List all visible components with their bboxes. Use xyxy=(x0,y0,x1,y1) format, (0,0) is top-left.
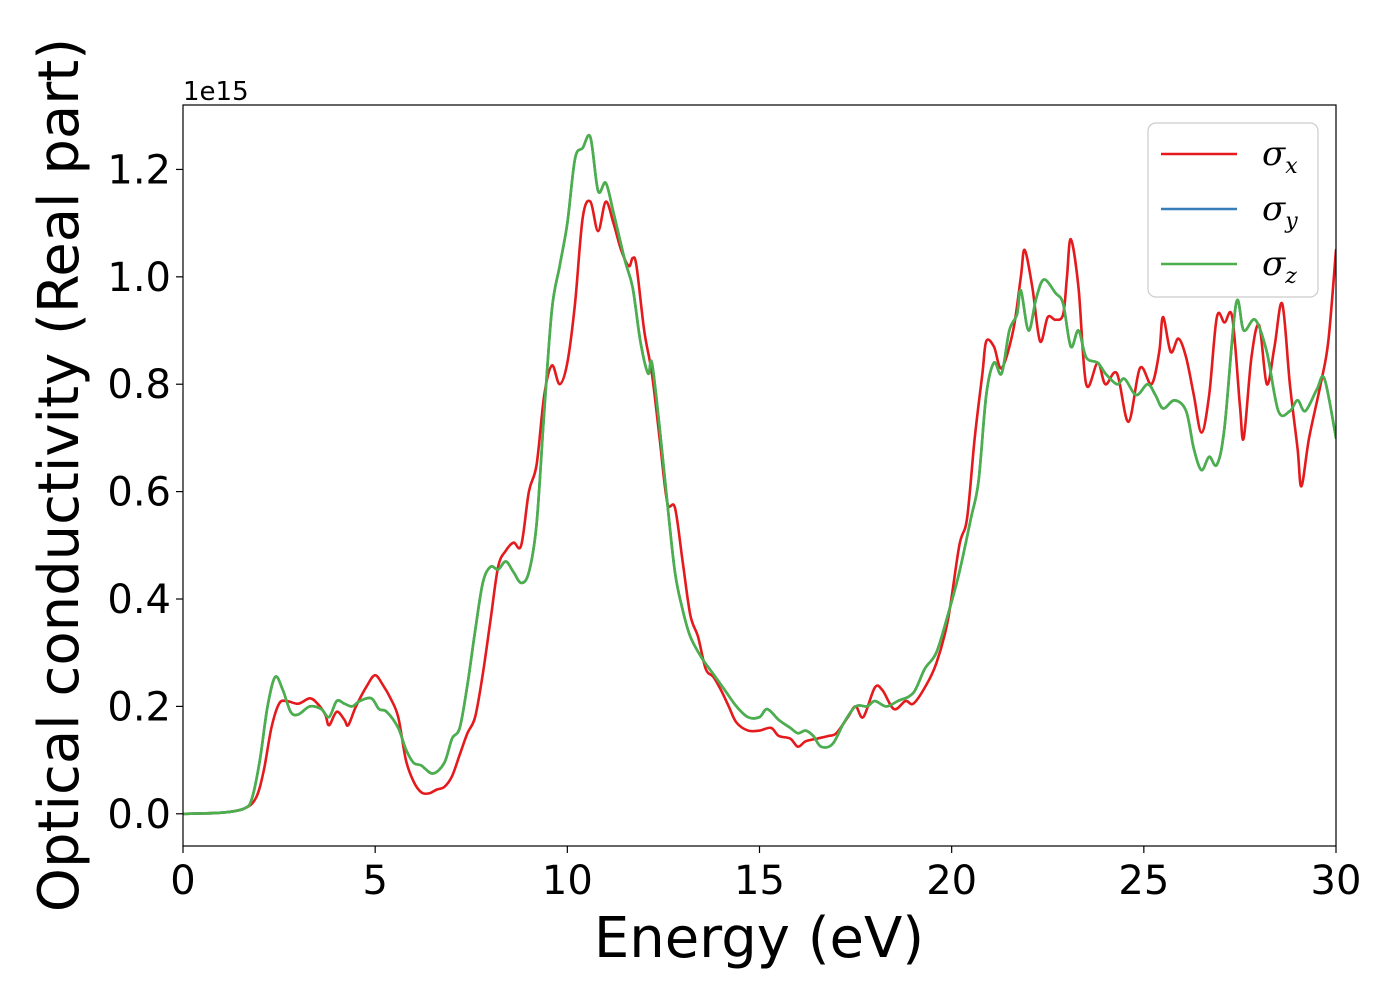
x-tick-label: 15 xyxy=(734,858,785,904)
x-tick-label: 20 xyxy=(926,858,977,904)
series-line-sigma-x xyxy=(183,199,1336,816)
y-axis: 0.0 0.2 0.4 0.6 0.8 1.0 1.2 xyxy=(107,147,183,838)
y-tick-label: 0.4 xyxy=(107,577,171,623)
series-line-sigma-z xyxy=(183,134,1336,816)
x-tick-label: 5 xyxy=(362,858,387,904)
legend-subscript: z xyxy=(1284,264,1297,289)
x-tick-label: 0 xyxy=(170,858,195,904)
legend-subscript: x xyxy=(1285,154,1298,179)
y-tick-label: 1.0 xyxy=(107,255,171,301)
y-tick-label: 0.8 xyxy=(107,362,171,408)
x-axis-label: Energy (eV) xyxy=(594,906,924,971)
x-tick-label: 10 xyxy=(542,858,593,904)
series-layer xyxy=(183,134,1336,816)
x-tick-label: 30 xyxy=(1311,858,1362,904)
y-tick-label: 1.2 xyxy=(107,147,171,193)
y-tick-label: 0.2 xyxy=(107,684,171,730)
x-axis: 0 5 10 15 20 25 30 xyxy=(170,846,1361,904)
legend-subscript: y xyxy=(1284,209,1298,234)
y-tick-label: 0.0 xyxy=(107,792,171,838)
y-axis-label: Optical conductivity (Real part) xyxy=(27,38,92,912)
legend-label-sigma-z: σz xyxy=(1262,244,1297,289)
y-offset-label: 1e15 xyxy=(183,77,249,107)
x-tick-label: 25 xyxy=(1118,858,1169,904)
y-tick-label: 0.6 xyxy=(107,470,171,516)
